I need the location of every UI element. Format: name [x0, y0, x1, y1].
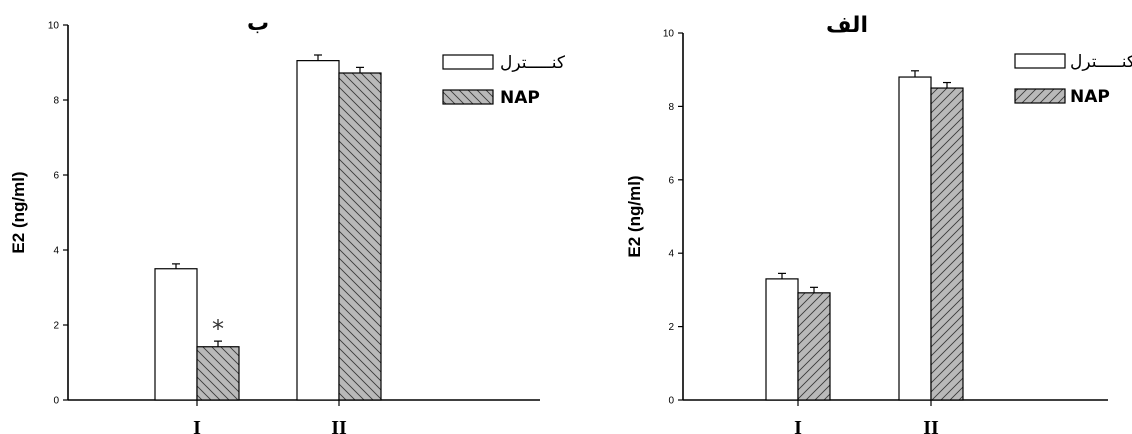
y-tick-label: 6 — [668, 175, 674, 186]
significance-asterisk: * — [212, 315, 224, 343]
chart-title: ب — [247, 11, 269, 36]
x-tick-label: II — [331, 417, 347, 434]
chart-title: الف — [826, 13, 868, 38]
x-tick-label: I — [794, 417, 802, 434]
legend-label-nap: NAP — [500, 88, 540, 108]
legend-swatch-nap — [442, 89, 494, 105]
bar-control — [154, 268, 198, 401]
legend: کنـــــترل NAP — [442, 53, 566, 108]
y-axis-label: E2 (ng/ml) — [9, 171, 28, 253]
y-tick-label: 0 — [668, 396, 674, 407]
bar-control — [898, 76, 932, 401]
y-tick-label: 8 — [668, 102, 674, 113]
y-tick-label: 0 — [53, 396, 59, 407]
bar-nap — [930, 87, 964, 401]
y-tick-label: 4 — [53, 246, 59, 257]
legend-label-control: کنـــــترل — [1070, 52, 1132, 72]
y-tick-label: 6 — [53, 171, 59, 182]
legend-swatch-nap — [1014, 88, 1066, 104]
bar-control — [296, 60, 340, 401]
bar-nap — [797, 292, 831, 401]
x-tick-label: I — [193, 417, 201, 434]
legend-swatch-control — [442, 54, 494, 70]
legend: کنـــــترل NAP — [1014, 52, 1132, 107]
y-tick-label: 8 — [53, 96, 59, 107]
y-tick-label: 10 — [48, 21, 60, 32]
y-axis-label: E2 (ng/ml) — [625, 175, 644, 257]
bar-nap — [338, 72, 382, 401]
y-tick-label: 2 — [668, 322, 674, 333]
legend-swatch-control — [1014, 53, 1066, 69]
y-tick-label: 2 — [53, 321, 59, 332]
legend-label-nap: NAP — [1070, 87, 1110, 107]
y-tick-label: 4 — [668, 249, 674, 260]
bar-control — [765, 278, 799, 401]
y-tick-label: 10 — [663, 29, 675, 40]
x-tick-label: II — [923, 417, 939, 434]
bar-nap — [196, 346, 240, 401]
legend-label-control: کنـــــترل — [500, 53, 566, 73]
